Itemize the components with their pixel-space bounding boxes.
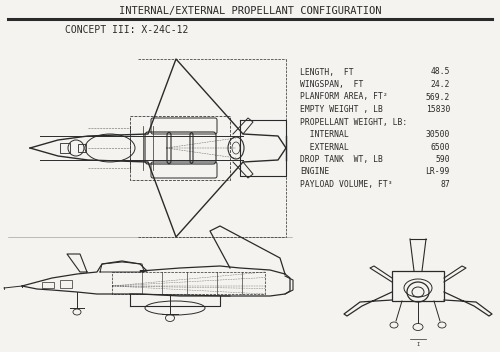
Bar bbox=[60, 280, 72, 288]
Text: 15830: 15830 bbox=[426, 105, 450, 114]
Text: I: I bbox=[416, 342, 420, 347]
Text: PAYLOAD VOLUME, FT³: PAYLOAD VOLUME, FT³ bbox=[300, 180, 392, 189]
Text: ENGINE: ENGINE bbox=[300, 168, 329, 176]
Text: 48.5: 48.5 bbox=[430, 68, 450, 76]
Text: EXTERNAL: EXTERNAL bbox=[300, 143, 349, 151]
Text: 24.2: 24.2 bbox=[430, 80, 450, 89]
Text: EMPTY WEIGHT , LB: EMPTY WEIGHT , LB bbox=[300, 105, 383, 114]
Text: LENGTH,  FT: LENGTH, FT bbox=[300, 68, 354, 76]
Text: 569.2: 569.2 bbox=[426, 93, 450, 101]
Text: 30500: 30500 bbox=[426, 130, 450, 139]
Text: INTERNAL/EXTERNAL PROPELLANT CONFIGURATION: INTERNAL/EXTERNAL PROPELLANT CONFIGURATI… bbox=[119, 6, 382, 16]
Text: 590: 590 bbox=[436, 155, 450, 164]
Text: PROPELLANT WEIGHT, LB:: PROPELLANT WEIGHT, LB: bbox=[300, 118, 407, 126]
Bar bbox=[78, 144, 86, 152]
Bar bbox=[42, 282, 54, 288]
Text: INTERNAL: INTERNAL bbox=[300, 130, 349, 139]
Text: CONCEPT III: X-24C-12: CONCEPT III: X-24C-12 bbox=[65, 25, 188, 35]
Text: 6500: 6500 bbox=[430, 143, 450, 151]
Text: LR-99: LR-99 bbox=[426, 168, 450, 176]
Bar bbox=[60, 143, 70, 153]
Text: WINGSPAN,  FT: WINGSPAN, FT bbox=[300, 80, 364, 89]
Text: 87: 87 bbox=[440, 180, 450, 189]
Bar bbox=[392, 271, 444, 301]
Text: DROP TANK  WT, LB: DROP TANK WT, LB bbox=[300, 155, 383, 164]
Text: PLANFORM AREA, FT²: PLANFORM AREA, FT² bbox=[300, 93, 388, 101]
